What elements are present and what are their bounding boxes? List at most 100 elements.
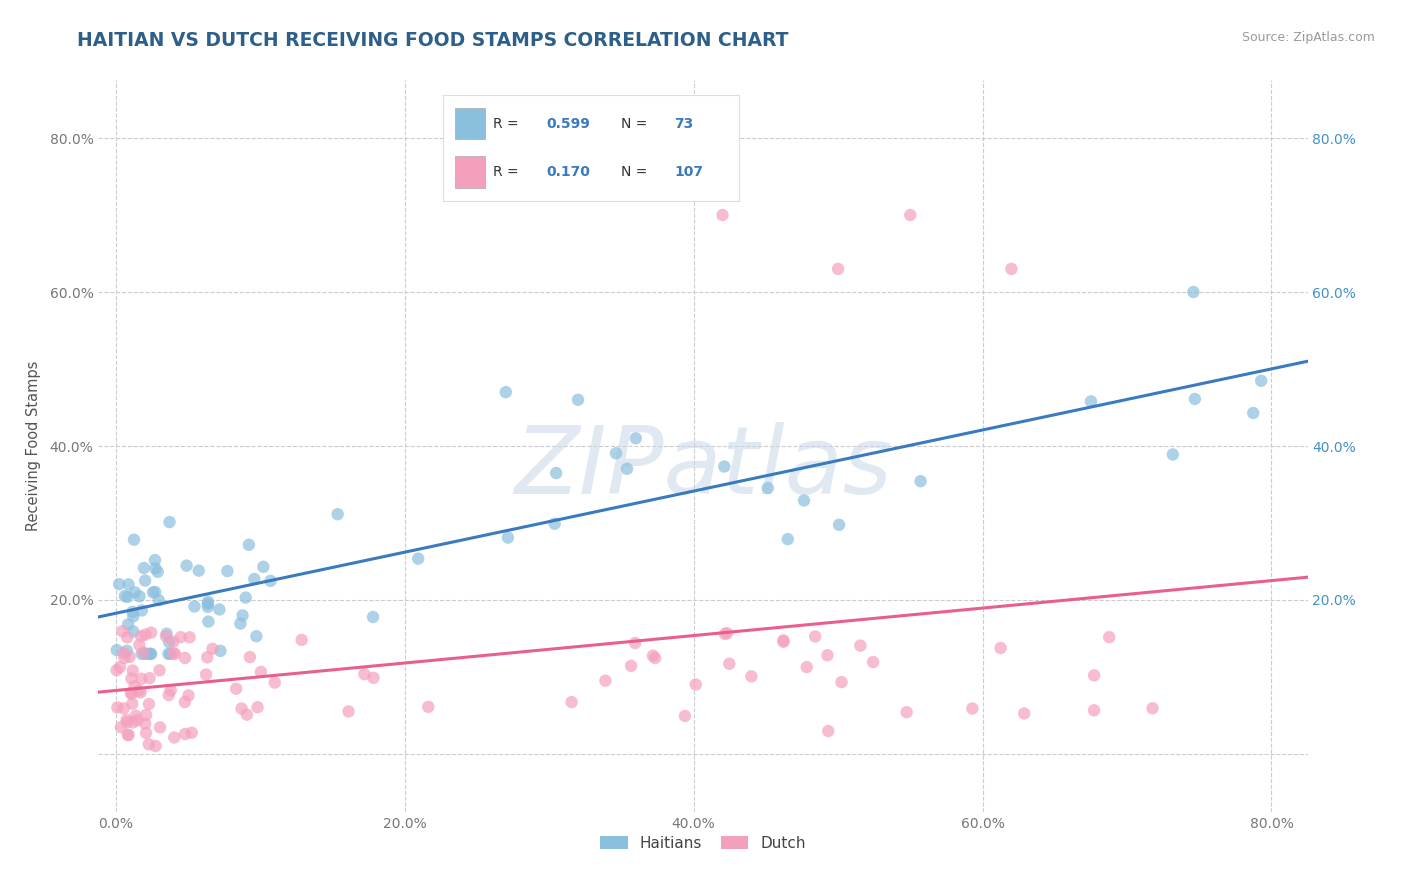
Point (718, 657, 741, 671)
Point (910, 474, 932, 488)
Point (756, 481, 779, 495)
Point (1184, 392, 1206, 406)
Point (804, 630, 827, 644)
Point (1161, 447, 1184, 461)
Point (740, 669, 762, 683)
Point (139, 647, 162, 661)
Point (1080, 394, 1102, 409)
Point (1250, 374, 1272, 388)
Point (239, 650, 262, 665)
Point (620, 658, 643, 673)
Point (174, 651, 197, 665)
Point (796, 660, 818, 674)
Point (291, 632, 314, 647)
Point (135, 707, 157, 722)
Point (962, 701, 984, 715)
Point (673, 709, 696, 723)
Point (142, 585, 165, 599)
Point (1241, 406, 1264, 420)
Point (122, 715, 145, 730)
Point (685, 677, 707, 691)
Point (138, 697, 160, 711)
Point (115, 713, 138, 727)
Point (163, 731, 186, 745)
Point (138, 737, 160, 751)
Point (644, 651, 666, 665)
Point (195, 667, 218, 681)
Point (713, 459, 735, 474)
Point (117, 617, 139, 632)
Point (124, 679, 146, 693)
Point (236, 707, 259, 722)
Point (827, 261, 849, 276)
Point (246, 700, 269, 714)
Point (134, 716, 156, 731)
Point (108, 577, 131, 591)
Point (197, 597, 219, 611)
Point (124, 585, 146, 599)
Point (337, 705, 360, 719)
Point (134, 647, 156, 661)
Point (177, 689, 200, 703)
Point (105, 643, 128, 657)
Point (225, 681, 247, 696)
Text: ZIPatlas: ZIPatlas (515, 423, 891, 514)
Point (128, 589, 150, 603)
Point (148, 593, 170, 607)
Point (132, 561, 155, 575)
Point (209, 644, 232, 658)
Point (232, 608, 254, 623)
Point (128, 638, 150, 652)
Point (197, 599, 219, 614)
Point (776, 532, 799, 546)
Point (567, 392, 589, 407)
Point (145, 739, 167, 753)
Point (159, 683, 181, 698)
Point (148, 663, 170, 677)
Point (243, 572, 266, 586)
Point (156, 626, 179, 640)
Point (1182, 285, 1205, 299)
Point (117, 590, 139, 604)
Point (122, 533, 145, 547)
Text: Source: ZipAtlas.com: Source: ZipAtlas.com (1241, 31, 1375, 45)
Point (406, 551, 429, 566)
Point (135, 726, 157, 740)
Point (115, 715, 138, 730)
Point (716, 626, 738, 640)
Point (134, 627, 156, 641)
Point (208, 602, 231, 616)
Point (229, 616, 252, 631)
Point (131, 603, 153, 617)
Point (138, 647, 160, 661)
Point (115, 631, 138, 645)
Point (195, 650, 218, 665)
Point (122, 609, 145, 624)
Point (353, 667, 375, 681)
Point (176, 558, 198, 573)
Point (561, 695, 583, 709)
Point (772, 633, 794, 648)
Point (197, 595, 219, 609)
Point (159, 515, 181, 529)
Legend: Haitians, Dutch: Haitians, Dutch (595, 830, 811, 856)
Point (990, 640, 1012, 655)
Text: HAITIAN VS DUTCH RECEIVING FOOD STAMPS CORRELATION CHART: HAITIAN VS DUTCH RECEIVING FOOD STAMPS C… (77, 31, 789, 50)
Point (714, 627, 737, 641)
Point (1083, 703, 1105, 717)
Point (122, 624, 145, 639)
Point (828, 517, 851, 532)
Point (1012, 706, 1035, 721)
Point (117, 577, 139, 591)
Point (108, 660, 131, 674)
Point (1098, 630, 1121, 644)
Point (141, 625, 163, 640)
Point (117, 728, 139, 742)
Point (772, 635, 794, 649)
Point (118, 649, 141, 664)
Point (155, 629, 177, 643)
Point (179, 630, 201, 644)
Point (624, 431, 647, 445)
Point (120, 686, 142, 700)
Point (263, 675, 285, 690)
